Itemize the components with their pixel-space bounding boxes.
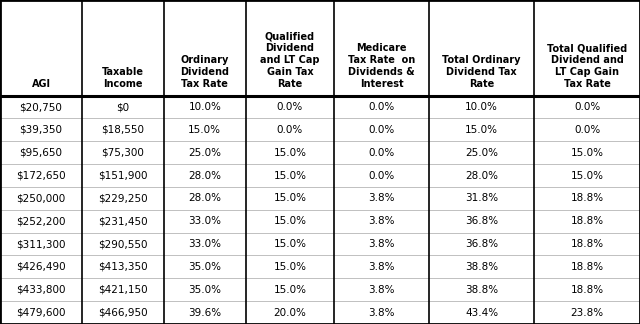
Text: 15.0%: 15.0% xyxy=(273,170,307,180)
Text: 15.0%: 15.0% xyxy=(188,125,221,135)
Text: 36.8%: 36.8% xyxy=(465,216,498,226)
Text: 0.0%: 0.0% xyxy=(574,102,600,112)
Text: 18.8%: 18.8% xyxy=(571,239,604,249)
Text: $20,750: $20,750 xyxy=(20,102,62,112)
Text: 15.0%: 15.0% xyxy=(273,216,307,226)
Text: 33.0%: 33.0% xyxy=(188,239,221,249)
Text: 25.0%: 25.0% xyxy=(465,148,498,158)
Text: 25.0%: 25.0% xyxy=(188,148,221,158)
Text: 38.8%: 38.8% xyxy=(465,285,498,295)
Text: $231,450: $231,450 xyxy=(98,216,148,226)
Text: 18.8%: 18.8% xyxy=(571,193,604,203)
Text: 10.0%: 10.0% xyxy=(465,102,498,112)
Text: 0.0%: 0.0% xyxy=(368,102,395,112)
Text: 0.0%: 0.0% xyxy=(574,125,600,135)
Text: 15.0%: 15.0% xyxy=(571,170,604,180)
Text: $250,000: $250,000 xyxy=(17,193,65,203)
Text: 43.4%: 43.4% xyxy=(465,307,498,318)
Text: $311,300: $311,300 xyxy=(16,239,66,249)
Text: 28.0%: 28.0% xyxy=(188,170,221,180)
Text: $466,950: $466,950 xyxy=(98,307,148,318)
Text: 18.8%: 18.8% xyxy=(571,262,604,272)
Text: 23.8%: 23.8% xyxy=(571,307,604,318)
Text: $229,250: $229,250 xyxy=(98,193,148,203)
Text: 18.8%: 18.8% xyxy=(571,285,604,295)
Text: $39,350: $39,350 xyxy=(19,125,63,135)
Text: 0.0%: 0.0% xyxy=(368,148,395,158)
Text: 3.8%: 3.8% xyxy=(368,307,395,318)
Text: 15.0%: 15.0% xyxy=(273,239,307,249)
Text: Qualified
Dividend
and LT Cap
Gain Tax
Rate: Qualified Dividend and LT Cap Gain Tax R… xyxy=(260,31,319,89)
Text: 35.0%: 35.0% xyxy=(188,285,221,295)
Text: 36.8%: 36.8% xyxy=(465,239,498,249)
Text: 15.0%: 15.0% xyxy=(273,148,307,158)
Text: $479,600: $479,600 xyxy=(16,307,66,318)
Text: Total Ordinary
Dividend Tax
Rate: Total Ordinary Dividend Tax Rate xyxy=(442,55,521,89)
Text: 39.6%: 39.6% xyxy=(188,307,221,318)
Text: Ordinary
Dividend
Tax Rate: Ordinary Dividend Tax Rate xyxy=(180,55,229,89)
Text: AGI: AGI xyxy=(31,79,51,89)
Text: 10.0%: 10.0% xyxy=(188,102,221,112)
Text: 3.8%: 3.8% xyxy=(368,216,395,226)
Text: $426,490: $426,490 xyxy=(16,262,66,272)
Text: $95,650: $95,650 xyxy=(19,148,63,158)
Text: 15.0%: 15.0% xyxy=(273,193,307,203)
Text: $413,350: $413,350 xyxy=(98,262,148,272)
Text: $75,300: $75,300 xyxy=(102,148,144,158)
Text: 28.0%: 28.0% xyxy=(465,170,498,180)
Text: $0: $0 xyxy=(116,102,129,112)
Text: $18,550: $18,550 xyxy=(101,125,145,135)
Text: 33.0%: 33.0% xyxy=(188,216,221,226)
Text: 35.0%: 35.0% xyxy=(188,262,221,272)
Text: 0.0%: 0.0% xyxy=(368,125,395,135)
Text: 20.0%: 20.0% xyxy=(273,307,307,318)
Text: Medicare
Tax Rate  on
Dividends &
Interest: Medicare Tax Rate on Dividends & Interes… xyxy=(348,43,415,89)
Text: 15.0%: 15.0% xyxy=(273,262,307,272)
Text: 18.8%: 18.8% xyxy=(571,216,604,226)
Text: $421,150: $421,150 xyxy=(98,285,148,295)
Text: $433,800: $433,800 xyxy=(16,285,66,295)
Text: 38.8%: 38.8% xyxy=(465,262,498,272)
Text: 0.0%: 0.0% xyxy=(276,102,303,112)
Text: 3.8%: 3.8% xyxy=(368,262,395,272)
Text: 0.0%: 0.0% xyxy=(276,125,303,135)
Text: $151,900: $151,900 xyxy=(98,170,148,180)
Text: Total Qualified
Dividend and
LT Cap Gain
Tax Rate: Total Qualified Dividend and LT Cap Gain… xyxy=(547,43,627,89)
Text: $252,200: $252,200 xyxy=(16,216,66,226)
Text: 15.0%: 15.0% xyxy=(273,285,307,295)
Text: 0.0%: 0.0% xyxy=(368,170,395,180)
Text: 28.0%: 28.0% xyxy=(188,193,221,203)
Text: 3.8%: 3.8% xyxy=(368,285,395,295)
Text: 15.0%: 15.0% xyxy=(571,148,604,158)
Text: 3.8%: 3.8% xyxy=(368,239,395,249)
Text: 3.8%: 3.8% xyxy=(368,193,395,203)
Text: 31.8%: 31.8% xyxy=(465,193,498,203)
Text: 15.0%: 15.0% xyxy=(465,125,498,135)
Text: Taxable
Income: Taxable Income xyxy=(102,67,144,89)
Text: $172,650: $172,650 xyxy=(16,170,66,180)
Text: $290,550: $290,550 xyxy=(98,239,148,249)
